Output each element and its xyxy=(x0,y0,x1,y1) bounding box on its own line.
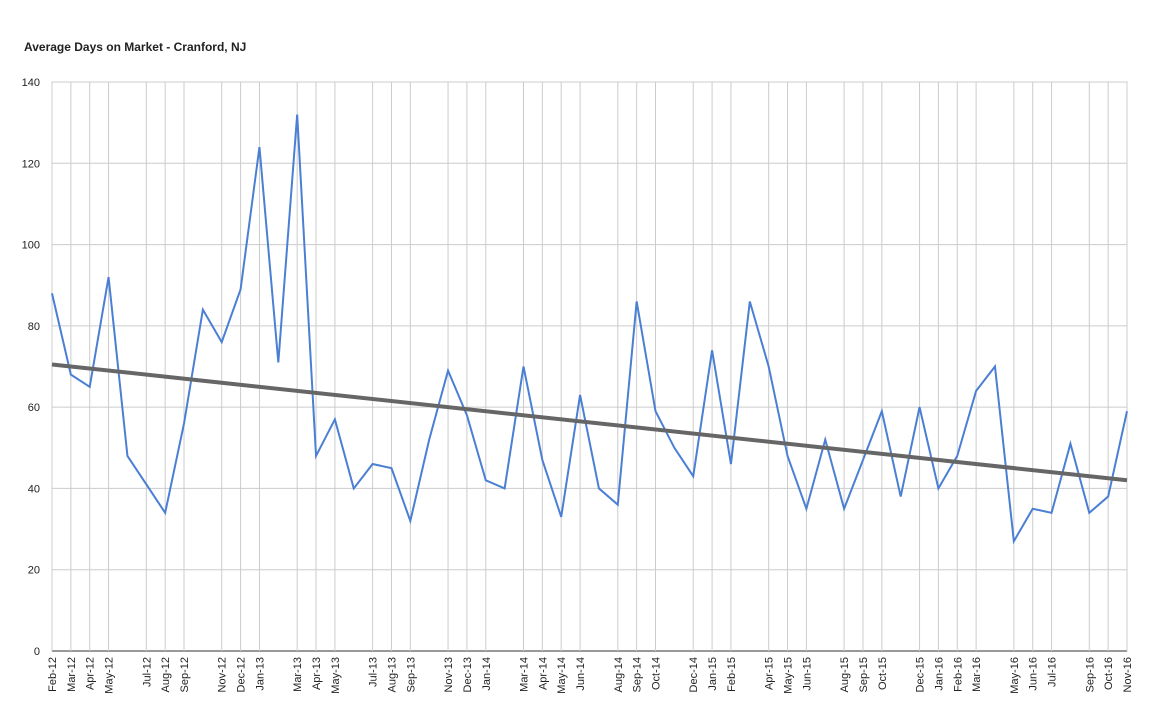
x-tick-label: Oct-15 xyxy=(877,657,889,690)
x-tick-label: Jan-14 xyxy=(481,657,493,691)
x-tick-label: Nov-13 xyxy=(443,657,455,692)
plot-border xyxy=(51,81,1128,652)
y-tick-label: 100 xyxy=(22,240,40,252)
x-tick-label: Dec-14 xyxy=(688,657,700,692)
x-tick-label: May-16 xyxy=(1009,657,1021,694)
x-tick-label: Mar-14 xyxy=(518,657,530,692)
x-tick-label: Jan-15 xyxy=(707,657,719,691)
x-tick-label: Aug-12 xyxy=(160,657,172,692)
x-tick-label: Sep-12 xyxy=(179,657,191,692)
data-line xyxy=(51,114,1128,545)
x-tick-label: Sep-15 xyxy=(858,657,870,692)
x-tick-label: Mar-16 xyxy=(971,657,983,692)
x-tick-label: Sep-16 xyxy=(1084,657,1096,692)
x-tick-label: Dec-13 xyxy=(462,657,474,692)
x-tick-label: Sep-14 xyxy=(632,657,644,692)
y-tick-label: 60 xyxy=(28,402,40,414)
x-tick-label: Nov-16 xyxy=(1122,657,1134,692)
x-tick-label: Jul-16 xyxy=(1047,657,1059,687)
x-tick-label: Aug-14 xyxy=(613,657,625,692)
x-tick-label: May-15 xyxy=(783,657,795,694)
x-tick-label: Sep-13 xyxy=(405,657,417,692)
y-tick-label: 140 xyxy=(22,77,40,89)
chart-title: Average Days on Market - Cranford, NJ xyxy=(24,40,246,54)
x-tick-label: Jun-15 xyxy=(801,657,813,691)
x-tick-label: May-13 xyxy=(330,657,342,694)
x-tick-label: Jan-16 xyxy=(933,657,945,691)
x-tick-label: Feb-15 xyxy=(726,657,738,692)
x-tick-label: Oct-14 xyxy=(651,657,663,690)
x-tick-label: Apr-13 xyxy=(311,657,323,690)
y-tick-label: 20 xyxy=(28,565,40,577)
x-tick-label: Feb-12 xyxy=(47,657,59,692)
y-tick-label: 40 xyxy=(28,483,40,495)
x-tick-label: May-12 xyxy=(104,657,116,694)
x-tick-label: Apr-15 xyxy=(764,657,776,690)
x-tick-label: May-14 xyxy=(556,657,568,694)
x-tick-label: Mar-12 xyxy=(66,657,78,692)
y-tick-label: 0 xyxy=(34,646,40,658)
x-tick-label: Aug-13 xyxy=(386,657,398,692)
x-tick-label: Jun-14 xyxy=(575,657,587,691)
x-tick-label: Jul-13 xyxy=(368,657,380,687)
x-tick-label: Feb-16 xyxy=(952,657,964,692)
x-tick-label: Dec-12 xyxy=(236,657,248,692)
x-tick-label: Dec-15 xyxy=(915,657,927,692)
x-tick-label: Apr-14 xyxy=(537,657,549,690)
trend-line xyxy=(51,362,1128,483)
x-tick-label: Jul-12 xyxy=(141,657,153,687)
x-tick-label: Jan-13 xyxy=(254,657,266,691)
y-tick-label: 120 xyxy=(22,158,40,170)
y-tick-label: 80 xyxy=(28,321,40,333)
x-tick-label: Nov-12 xyxy=(217,657,229,692)
x-tick-label: Apr-12 xyxy=(85,657,97,690)
x-tick-label: Aug-15 xyxy=(839,657,851,692)
x-tick-label: Mar-13 xyxy=(292,657,304,692)
x-tick-label: Oct-16 xyxy=(1103,657,1115,690)
x-tick-label: Jun-16 xyxy=(1028,657,1040,691)
